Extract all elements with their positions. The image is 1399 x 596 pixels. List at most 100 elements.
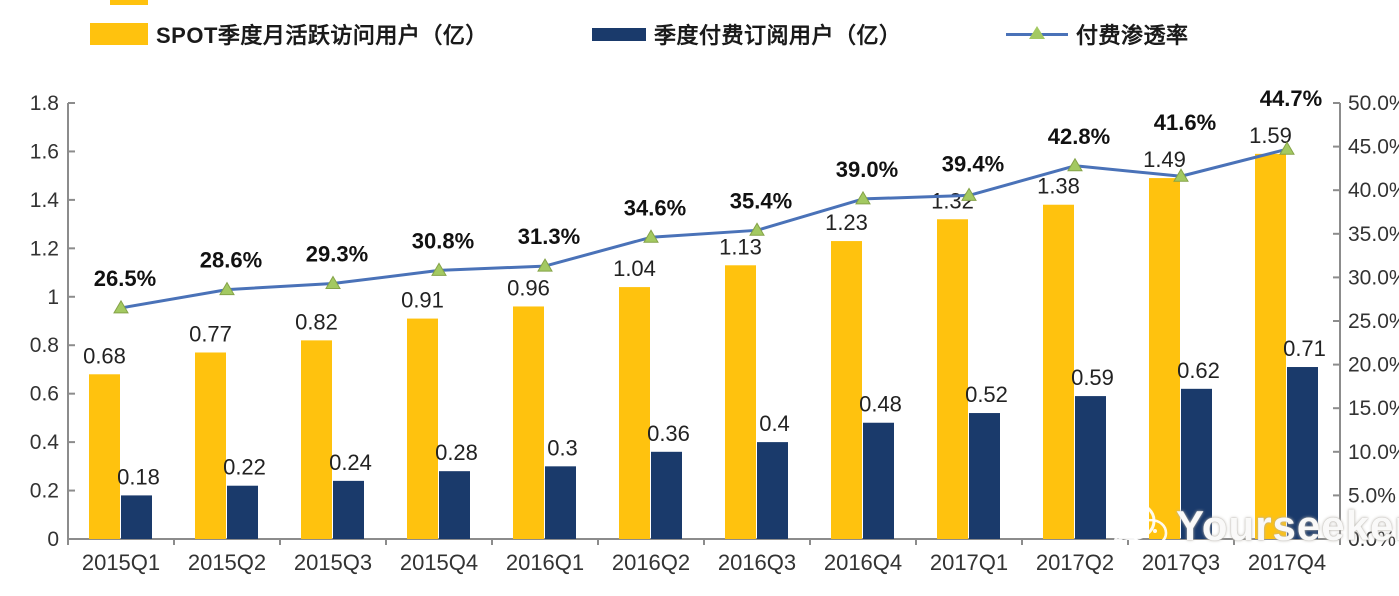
- bar-subscribers: [969, 413, 1000, 539]
- bar-mau: [301, 340, 332, 539]
- penetration-line-swatch: [1006, 23, 1068, 45]
- bar-mau: [89, 374, 120, 539]
- mau-value-label: 0.68: [83, 343, 126, 368]
- right-axis-tick-label: 35.0%: [1348, 223, 1399, 246]
- x-axis-category-label: 2017Q1: [930, 550, 1008, 575]
- triangle-marker: [219, 281, 235, 296]
- subscribers-value-label: 0.24: [329, 450, 372, 475]
- subscribers-value-label: 0.4: [759, 411, 790, 436]
- triangle-marker: [113, 299, 129, 314]
- legend-item-penetration: 付费渗透率: [1006, 18, 1189, 50]
- x-axis-category-label: 2016Q2: [612, 550, 690, 575]
- bar-mau: [831, 241, 862, 540]
- left-axis-tick-label: 1.2: [30, 237, 59, 260]
- triangle-marker: [1279, 141, 1295, 155]
- penetration-value-label: 26.5%: [94, 266, 156, 291]
- mau-value-label: 0.91: [401, 288, 444, 313]
- bar-subscribers: [333, 480, 364, 539]
- penetration-value-label: 31.3%: [518, 224, 580, 249]
- right-axis-tick-label: 10.0%: [1348, 441, 1399, 464]
- triangle-marker-icon: [1029, 26, 1045, 39]
- triangle-marker: [325, 275, 341, 290]
- right-axis: 0.0% 5.0% 10.0% 15.0% 20.0% 25.0% 30.0% 35.0% 40…: [1333, 92, 1399, 551]
- left-axis-tick-label: 1.6: [30, 140, 59, 163]
- right-axis-tick-label: 25.0%: [1348, 310, 1399, 333]
- penetration-value-label: 35.4%: [730, 188, 792, 213]
- penetration-value-label: 34.6%: [624, 195, 686, 220]
- penetration-value-label: 30.8%: [412, 228, 474, 253]
- penetration-labels: 26.5% 28.6% 29.3% 30.8% 31.3% 34.6% 35.4% 39.0%…: [94, 86, 1322, 291]
- subscribers-series-swatch: [592, 27, 646, 41]
- bar-subscribers: [1287, 367, 1318, 539]
- x-axis-category-label: 2017Q3: [1142, 550, 1220, 575]
- mau-value-label: 1.59: [1249, 123, 1292, 148]
- chart-legend: SPOT季度月活跃访问用户（亿） 季度付费订阅用户（亿） 付费渗透率: [0, 14, 1399, 54]
- bar-subscribers: [651, 451, 682, 539]
- x-axis-category-label: 2015Q4: [400, 550, 478, 575]
- legend-label-subscribers: 季度付费订阅用户（亿）: [654, 23, 902, 48]
- bar-subscribers: [863, 422, 894, 539]
- bar-mau: [1255, 153, 1286, 539]
- left-axis-tick-label: 0.8: [30, 334, 59, 357]
- line-penetration: [113, 141, 1295, 314]
- bar-subscribers: [1075, 396, 1106, 539]
- mau-value-label: 1.38: [1037, 174, 1080, 199]
- x-axis-category-label: 2015Q1: [82, 550, 160, 575]
- bar-mau: [407, 318, 438, 539]
- subscribers-value-label: 0.71: [1283, 336, 1326, 361]
- triangle-marker: [537, 258, 553, 272]
- right-axis-tick-label: 5.0%: [1348, 484, 1396, 507]
- legend-item-mau: SPOT季度月活跃访问用户（亿）: [90, 18, 488, 50]
- right-axis-tick-label: 50.0%: [1348, 92, 1399, 115]
- subscribers-value-label: 0.59: [1071, 365, 1114, 390]
- left-axis-tick-label: 1.4: [30, 189, 60, 212]
- triangle-marker: [1067, 157, 1083, 172]
- penetration-value-label: 28.6%: [200, 248, 262, 273]
- triangle-marker: [749, 222, 765, 236]
- right-axis-tick-label: 30.0%: [1348, 266, 1399, 289]
- subscribers-value-label: 0.52: [965, 382, 1008, 407]
- x-axis-category-label: 2016Q3: [718, 550, 796, 575]
- bar-subscribers: [439, 471, 470, 539]
- triangle-marker: [855, 190, 871, 205]
- cropped-yellow-fragment: [110, 0, 148, 5]
- penetration-value-label: 42.8%: [1048, 124, 1110, 149]
- left-axis: 0 0.2 0.4 0.6 0.8 1 1.2 1.4 1.6 1.8: [30, 92, 75, 551]
- bar-subscribers: [121, 495, 152, 539]
- left-axis-tick-label: 0.2: [30, 480, 59, 503]
- bar-mau: [619, 287, 650, 539]
- right-axis-tick-label: 45.0%: [1348, 136, 1399, 159]
- left-axis-tick-label: 0.6: [30, 383, 59, 406]
- bar-mau: [195, 352, 226, 539]
- bars-subscribers: [121, 367, 1318, 539]
- x-axis-category-label: 2016Q1: [506, 550, 584, 575]
- bar-subscribers: [227, 485, 258, 539]
- mau-value-label: 1.23: [825, 210, 868, 235]
- left-axis-tick-label: 0: [47, 528, 59, 551]
- mau-series-swatch: [90, 23, 148, 45]
- bar-mau: [1043, 204, 1074, 539]
- x-axis-category-label: 2016Q4: [824, 550, 902, 575]
- triangle-marker: [961, 187, 977, 201]
- subscribers-value-label: 0.62: [1177, 358, 1220, 383]
- subscribers-value-label: 0.48: [859, 392, 902, 417]
- right-axis-tick-label: 15.0%: [1348, 397, 1399, 420]
- penetration-value-label: 41.6%: [1154, 110, 1216, 135]
- x-axis-category-label: 2015Q3: [294, 550, 372, 575]
- bar-mau: [725, 265, 756, 539]
- penetration-value-label: 29.3%: [306, 242, 368, 267]
- mau-value-label: 0.77: [189, 321, 232, 346]
- penetration-value-label: 39.0%: [836, 157, 898, 182]
- bar-value-labels: 0.68 0.18 0.77 0.22 0.82 0.24 0.91 0.28 0.96 0.3 1…: [83, 123, 1326, 490]
- penetration-value-label: 44.7%: [1260, 86, 1322, 111]
- right-axis-tick-label: 20.0%: [1348, 354, 1399, 377]
- triangle-marker: [1173, 168, 1189, 182]
- left-axis-tick-label: 0.4: [30, 431, 60, 454]
- right-axis-tick-label: 0.0%: [1348, 528, 1396, 551]
- subscribers-value-label: 0.36: [647, 421, 690, 446]
- subscribers-value-label: 0.22: [223, 455, 266, 480]
- subscribers-value-label: 0.28: [435, 440, 478, 465]
- legend-item-subscribers: 季度付费订阅用户（亿）: [592, 18, 902, 50]
